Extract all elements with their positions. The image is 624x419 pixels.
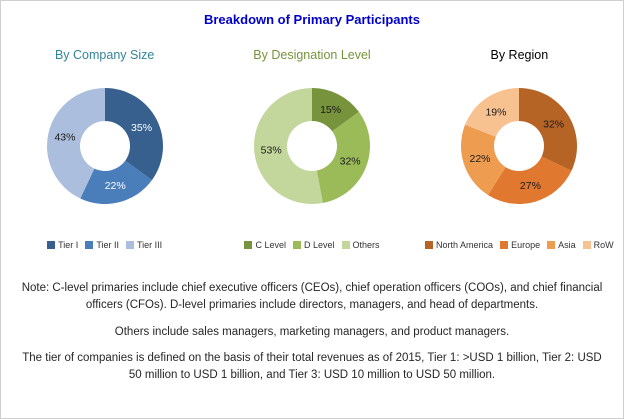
legend-label: C Level [255, 240, 286, 250]
note-tiers: The tier of companies is defined on the … [22, 351, 602, 381]
legend-label: Asia [558, 240, 576, 250]
legend-swatch [244, 241, 253, 249]
slice-percentage-label: 15% [320, 104, 341, 116]
slice-percentage-label: 27% [520, 180, 541, 192]
legend-label: Tier I [58, 240, 79, 250]
slice-percentage-label: 43% [54, 132, 75, 144]
slice-percentage-label: 22% [470, 153, 491, 165]
chart-title-designation-level: By Designation Level [253, 48, 371, 62]
legend-swatch [341, 241, 350, 249]
slice-percentage-label: 19% [486, 107, 507, 119]
legend-swatch [547, 241, 556, 249]
donut-chart-region: 32% 27% 22% 19% [461, 88, 578, 205]
pie-slice-tier-iii [46, 88, 105, 199]
legend-label: Europe [511, 240, 541, 250]
legend-region: North America Europe Asia RoW [425, 240, 614, 250]
legend-item-d-level: D Level [292, 240, 335, 250]
donut-chart-designation-level: 15% 32% 53% [254, 88, 370, 204]
legend-label: Others [352, 240, 380, 250]
figure-title: Breakdown of Primary Participants [203, 12, 420, 27]
chart-title-company-size: By Company Size [54, 48, 155, 62]
pie-slice-tier-ii [79, 160, 152, 204]
legend-item-c-level: C Level [244, 240, 286, 250]
legend-item-europe: Europe [500, 240, 540, 250]
slice-percentage-label: 53% [261, 144, 282, 156]
donut-chart-company-size: 35% 22% 43% [46, 88, 163, 204]
legend-label: Tier III [136, 240, 163, 250]
legend-swatch [125, 241, 134, 249]
slice-percentage-label: 22% [104, 180, 125, 192]
legend-swatch [500, 241, 509, 249]
chart-title-region: By Region [490, 48, 549, 62]
note-definitions: Note: C-level primaries include chief ex… [21, 282, 603, 312]
legend-swatch [85, 241, 94, 249]
legend-swatch [47, 241, 56, 249]
pie-slice-others [254, 88, 323, 204]
note-others: Others include sales managers, marketing… [114, 325, 510, 338]
chart-by-region: By Region 32% 27% 22% 19% North America Euro… [416, 39, 623, 250]
legend-label: D Level [303, 240, 335, 250]
pie-slice-north-america [519, 88, 578, 171]
legend-item-others: Others [341, 240, 380, 250]
legend-swatch [425, 241, 434, 249]
legend-item-asia: Asia [547, 240, 576, 250]
notes: Note: C-level primaries include chief ex… [1, 280, 623, 384]
slice-percentage-label: 32% [340, 156, 361, 168]
charts-row: By Company Size 35% 22% 43% Tier I Tier II T… [1, 39, 623, 250]
legend-company-size: Tier I Tier II Tier III [47, 240, 162, 250]
legend-item-north-america: North America [425, 240, 493, 250]
legend-label: RoW [593, 240, 614, 250]
chart-by-company-size: By Company Size 35% 22% 43% Tier I Tier II T… [1, 39, 208, 250]
slice-percentage-label: 32% [543, 119, 564, 131]
legend-item-tier-ii: Tier II [85, 240, 119, 250]
legend-label: Tier II [96, 240, 119, 250]
legend-swatch [292, 241, 301, 249]
pie-slice-europe [488, 156, 572, 205]
legend-item-row: RoW [582, 240, 614, 250]
pie-slice-d-level [316, 111, 370, 203]
legend-item-tier-iii: Tier III [125, 240, 163, 250]
legend-label: North America [436, 240, 494, 250]
chart-by-designation-level: By Designation Level 15% 32% 53% C Level D … [208, 39, 415, 250]
pie-slice-row [465, 88, 520, 137]
pie-slice-tier-i [104, 88, 163, 181]
legend-designation-level: C Level D Level Others [244, 240, 380, 250]
pie-slice-asia [461, 124, 506, 195]
slice-percentage-label: 35% [131, 122, 152, 134]
legend-item-tier-i: Tier I [47, 240, 78, 250]
legend-swatch [582, 241, 591, 249]
pie-slice-c-level [312, 88, 359, 132]
